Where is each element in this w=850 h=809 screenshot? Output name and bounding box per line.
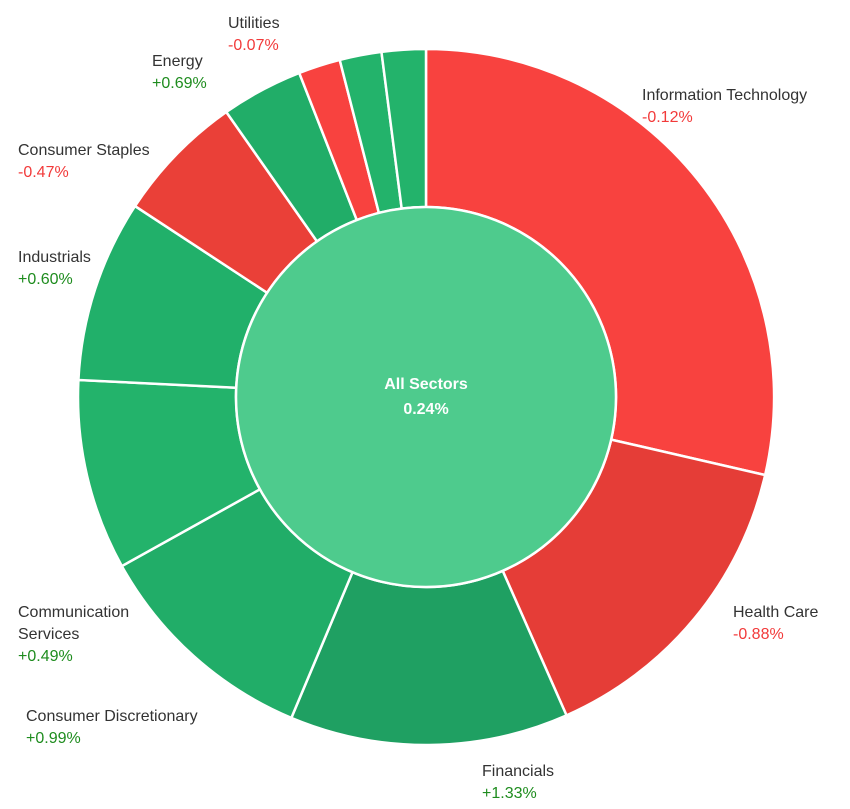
center-label: All Sectors bbox=[384, 376, 468, 393]
label-name-communication-services: Communication bbox=[18, 604, 129, 621]
label-name-energy: Energy bbox=[152, 53, 203, 70]
label-name-utilities: Utilities bbox=[228, 15, 280, 32]
label-name-industrials: Industrials bbox=[18, 249, 91, 266]
label-value-consumer-discretionary: +0.99% bbox=[26, 730, 81, 747]
labels-group: Information Technology -0.12% Health Care -… bbox=[18, 15, 818, 802]
label-value-health-care: -0.88% bbox=[733, 626, 784, 643]
label-value-consumer-staples: -0.47% bbox=[18, 164, 69, 181]
label-name-communication-services: Services bbox=[18, 626, 79, 643]
label-name-information-technology: Information Technology bbox=[642, 87, 807, 104]
label-value-industrials: +0.60% bbox=[18, 271, 73, 288]
label-value-communication-services: +0.49% bbox=[18, 648, 73, 665]
label-value-energy: +0.69% bbox=[152, 75, 207, 92]
all-sectors-center[interactable] bbox=[234, 205, 618, 589]
label-name-consumer-staples: Consumer Staples bbox=[18, 142, 150, 159]
slices-group bbox=[76, 47, 776, 747]
label-value-utilities: -0.07% bbox=[228, 37, 279, 54]
label-value-financials: +1.33% bbox=[482, 785, 537, 802]
center-value: 0.24% bbox=[403, 401, 448, 418]
label-name-financials: Financials bbox=[482, 763, 554, 780]
label-name-health-care: Health Care bbox=[733, 604, 818, 621]
label-value-information-technology: -0.12% bbox=[642, 109, 693, 126]
label-name-consumer-discretionary: Consumer Discretionary bbox=[26, 708, 198, 725]
